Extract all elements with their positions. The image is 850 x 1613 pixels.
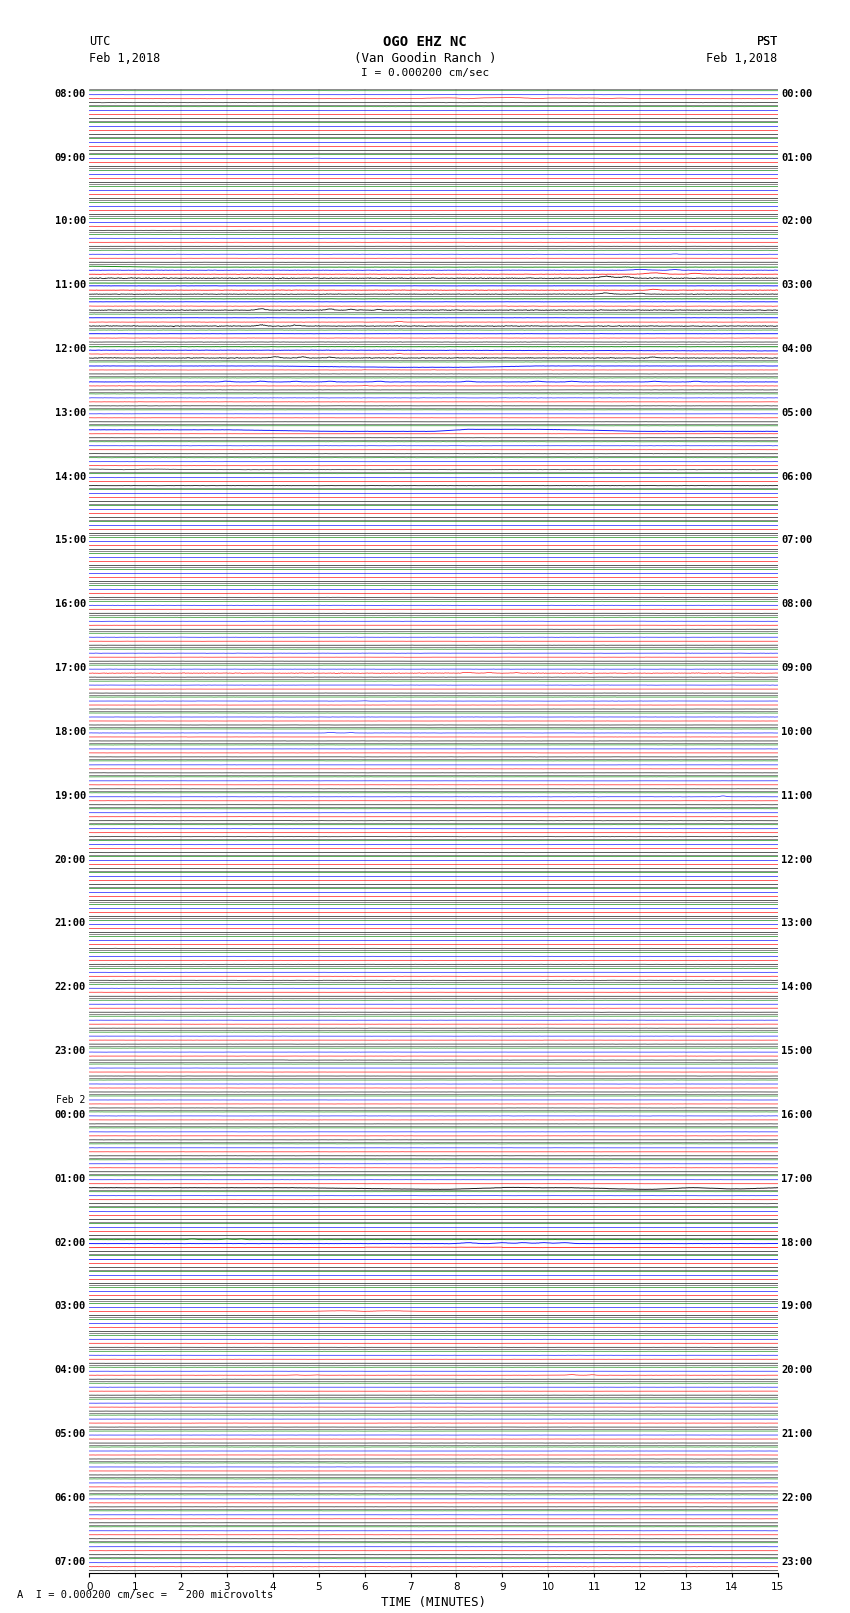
Text: 18:00: 18:00	[781, 1237, 813, 1247]
Text: 21:00: 21:00	[54, 918, 86, 929]
Text: 12:00: 12:00	[54, 344, 86, 353]
Text: 18:00: 18:00	[54, 727, 86, 737]
Text: OGO EHZ NC: OGO EHZ NC	[383, 35, 467, 50]
Text: Feb 2: Feb 2	[56, 1095, 86, 1105]
Text: PST: PST	[756, 35, 778, 48]
Text: 02:00: 02:00	[54, 1237, 86, 1247]
Text: 01:00: 01:00	[781, 153, 813, 163]
Text: 06:00: 06:00	[54, 1494, 86, 1503]
Text: 14:00: 14:00	[54, 471, 86, 482]
Text: 13:00: 13:00	[781, 918, 813, 929]
Text: 15:00: 15:00	[781, 1047, 813, 1057]
Text: 10:00: 10:00	[781, 727, 813, 737]
Text: 10:00: 10:00	[54, 216, 86, 226]
Text: 21:00: 21:00	[781, 1429, 813, 1439]
Text: 11:00: 11:00	[781, 790, 813, 800]
Text: 09:00: 09:00	[781, 663, 813, 673]
Text: 17:00: 17:00	[781, 1174, 813, 1184]
Text: 17:00: 17:00	[54, 663, 86, 673]
Text: UTC: UTC	[89, 35, 110, 48]
Text: Feb 1,2018: Feb 1,2018	[706, 52, 778, 65]
Text: 05:00: 05:00	[781, 408, 813, 418]
Text: 22:00: 22:00	[781, 1494, 813, 1503]
Text: (Van Goodin Ranch ): (Van Goodin Ranch )	[354, 52, 496, 65]
Text: 23:00: 23:00	[781, 1557, 813, 1566]
Text: 06:00: 06:00	[781, 471, 813, 482]
Text: 05:00: 05:00	[54, 1429, 86, 1439]
Text: 03:00: 03:00	[781, 281, 813, 290]
Text: PST: PST	[756, 35, 778, 48]
Text: 01:00: 01:00	[54, 1174, 86, 1184]
Text: 19:00: 19:00	[781, 1302, 813, 1311]
Text: 07:00: 07:00	[54, 1557, 86, 1566]
Text: 15:00: 15:00	[54, 536, 86, 545]
Text: 07:00: 07:00	[781, 536, 813, 545]
Text: 19:00: 19:00	[54, 790, 86, 800]
Text: 11:00: 11:00	[54, 281, 86, 290]
Text: 03:00: 03:00	[54, 1302, 86, 1311]
Text: 00:00: 00:00	[54, 1110, 86, 1119]
Text: Feb 1,2018: Feb 1,2018	[89, 52, 161, 65]
Text: 00:00: 00:00	[781, 89, 813, 98]
Text: 04:00: 04:00	[54, 1365, 86, 1376]
Text: 20:00: 20:00	[54, 855, 86, 865]
X-axis label: TIME (MINUTES): TIME (MINUTES)	[381, 1595, 486, 1608]
Text: 12:00: 12:00	[781, 855, 813, 865]
Text: 13:00: 13:00	[54, 408, 86, 418]
Text: 16:00: 16:00	[781, 1110, 813, 1119]
Text: 20:00: 20:00	[781, 1365, 813, 1376]
Text: 08:00: 08:00	[54, 89, 86, 98]
Text: 09:00: 09:00	[54, 153, 86, 163]
Text: 08:00: 08:00	[781, 600, 813, 610]
Text: 22:00: 22:00	[54, 982, 86, 992]
Text: 23:00: 23:00	[54, 1047, 86, 1057]
Text: A  I = 0.000200 cm/sec =   200 microvolts: A I = 0.000200 cm/sec = 200 microvolts	[17, 1590, 273, 1600]
Text: 02:00: 02:00	[781, 216, 813, 226]
Text: 04:00: 04:00	[781, 344, 813, 353]
Text: 16:00: 16:00	[54, 600, 86, 610]
Text: 14:00: 14:00	[781, 982, 813, 992]
Text: I = 0.000200 cm/sec: I = 0.000200 cm/sec	[361, 68, 489, 77]
